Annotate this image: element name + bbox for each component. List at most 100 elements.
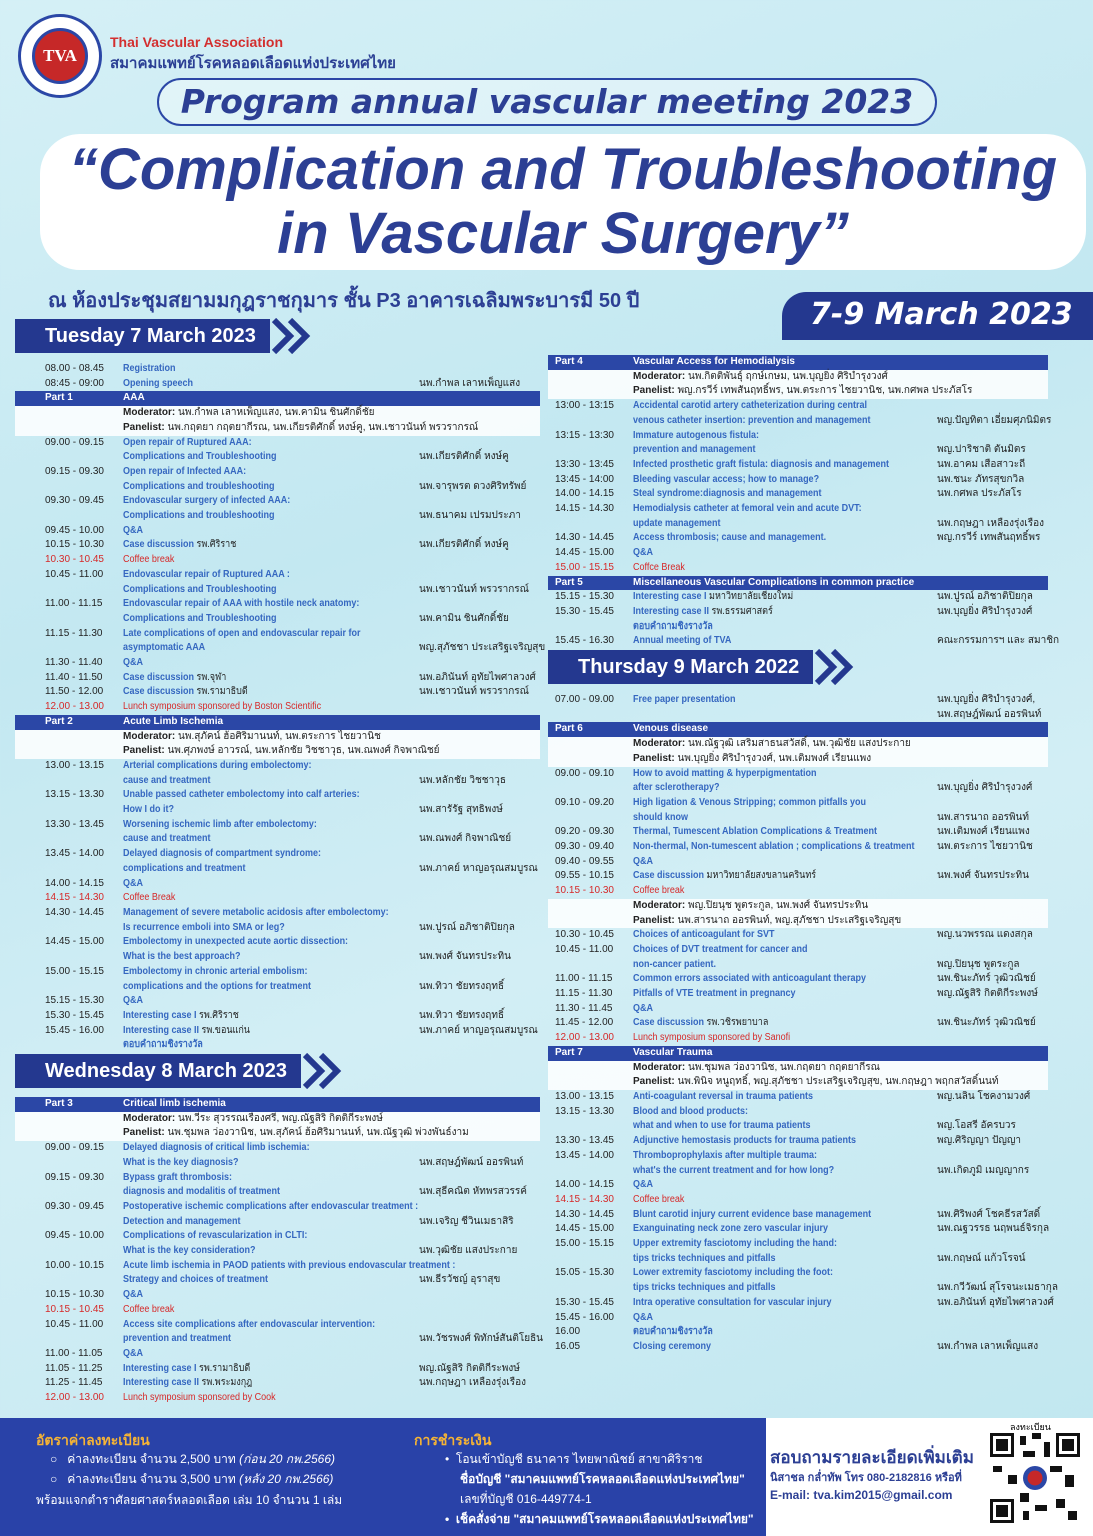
session-title-line: Open repair of Infected AAA: xyxy=(123,465,247,477)
session-title: Interesting case II รพ.ขอนแก่น xyxy=(123,1024,415,1039)
session-title: Upper extremity fasciotomy including the… xyxy=(633,1237,933,1266)
moderator-names: นพ.กิตติพันธุ์ ฤกษ์เกษม, นพ.บุญยิ่ง ศิริ… xyxy=(688,370,888,382)
double-chevron-icon xyxy=(815,649,854,686)
schedule-row: 09.30 - 09.45 Endovascular surgery of inf… xyxy=(15,494,540,523)
session-time: 09.55 - 10.15 xyxy=(555,870,614,882)
session-time: 15.30 - 15.45 xyxy=(45,1009,104,1021)
speaker: นพ.ณฐวรรธ นฤพนธ์จิรกุล xyxy=(937,1223,1050,1235)
session-title-text: Case discussion xyxy=(123,686,195,698)
session-title-line: cause and treatment xyxy=(123,774,211,786)
session-title-line: Interesting case II รพ.พระมงกุฎ xyxy=(123,1376,386,1391)
speaker: นพ.พงศ์ จันทรประทิน xyxy=(937,870,1029,882)
speaker: นพ.สารนาถ ออรพินท์ xyxy=(937,811,1029,823)
session-title-line: update management xyxy=(633,517,721,529)
speaker: นพ.สุธีคณิต หัทพรสวรรค์ xyxy=(419,1186,527,1198)
session-title: Interesting case I มหาวิทยาลัยเชียงใหม่ xyxy=(633,590,933,605)
session-title: Interesting case I รพ.ศิริราช xyxy=(123,1009,415,1024)
speaker: พญ.ปิยนุช พูตระกูล xyxy=(937,958,1020,970)
session-title-line: Open repair of Ruptured AAA: xyxy=(123,436,252,448)
session-time: 10.30 - 10.45 xyxy=(555,929,614,941)
fee-gift: พร้อมแจกตำราศัลยศาสตร์หลอดเลือด เล่ม 10 … xyxy=(36,1493,343,1507)
session-time: 09.00 - 09.15 xyxy=(45,436,104,448)
double-chevron-icon xyxy=(302,1053,342,1090)
session-title-line: Interesting case I มหาวิทยาลัยเชียงใหม่ xyxy=(633,590,903,605)
session-title-line: Complications and troubleshooting xyxy=(123,510,275,522)
session-title: Exanguinating neck zone zero vascular in… xyxy=(633,1222,933,1237)
session-title-line: Case discussion รพ.จุฬา xyxy=(123,671,386,686)
panelist-label: Panelist: xyxy=(633,914,675,926)
session-time: 09.45 - 10.00 xyxy=(45,1230,104,1242)
session-title: Endovascular repair of AAA with hostile … xyxy=(123,597,415,626)
session-title-line: Detection and management xyxy=(123,1215,241,1227)
session-title-line: Complications and Troubleshooting xyxy=(123,583,277,595)
schedule-row: 15.00 - 15.15 Coffce Break xyxy=(548,561,1048,576)
session-title-line: Q&A xyxy=(123,877,144,889)
panelist-label: Panelist: xyxy=(123,1127,165,1139)
venue: ณ ห้องประชุมสยามมกุฎราชกุมาร ชั้น P3 อาค… xyxy=(48,290,640,312)
session-time: 10.45 - 11.00 xyxy=(45,568,104,580)
session-time: 14.00 - 14.15 xyxy=(555,1179,614,1191)
speaker: นพ.กศพล ประภัสโร xyxy=(937,488,1022,500)
title-line-1: “Complication and Troubleshooting xyxy=(68,137,1058,202)
speaker: นพ.บุญยิ่ง ศิริบำรุงวงศ์ xyxy=(937,782,1033,794)
session-title-line: Hemodialysis catheter at femoral vein an… xyxy=(633,503,862,515)
moderator-label: Moderator: xyxy=(123,407,176,419)
moderator-names: นพ.กำพล เลาหเพ็ญแสง, นพ.คามิน ชินศักดิ์ช… xyxy=(178,407,375,419)
session-title: Annual meeting of TVA xyxy=(633,634,933,649)
session-title: Open repair of Infected AAA: Complication… xyxy=(123,465,415,494)
schedule-row: 15.15 - 15.30 Q&A xyxy=(15,994,540,1009)
schedule-row: 15.45 - 16.00 Q&A xyxy=(548,1311,1048,1326)
session-title-text: Case discussion xyxy=(633,870,705,882)
schedule-row: 13.00 - 13.15 Arterial complications duri… xyxy=(15,759,540,788)
schedule-row: 10.15 - 10.30 Q&A xyxy=(15,1288,540,1303)
panelist-names: พญ.กรวีร์ เทพสันฤทธิ์พร, นพ.ตระการ ไชยวา… xyxy=(677,385,973,397)
speaker: นพ.ธีรวัชญ์ อุราสุข xyxy=(419,1274,501,1286)
payment-transfer: • โอนเข้าบัญชี ธนาคาร ไทยพาณิชย์ สาขาศิร… xyxy=(445,1452,703,1466)
moderator-line: Moderator: นพ.ณัฐวุฒิ เสริมสาธนสวัสดิ์, … xyxy=(633,737,1048,752)
session-title-line: Non-thermal, Non-tumescent ablation ; co… xyxy=(633,841,915,853)
schedule-row: 10.45 - 11.00 Access site complications a… xyxy=(15,1318,543,1347)
session-time: 15.30 - 15.45 xyxy=(555,1296,614,1308)
session-title: Accidental carotid artery catheterizatio… xyxy=(633,399,933,428)
speaker: นพ.กวีวัฒน์ สุโรจนะเมธากุล xyxy=(937,1282,1058,1294)
session-title-line: Worsening ischemic limb after embolectom… xyxy=(123,818,317,830)
fee-2-text: ค่าลงทะเบียน จำนวน 3,500 บาท xyxy=(67,1472,236,1486)
speaker: นพ.จารุพรต ดวงศิริทรัพย์ xyxy=(419,480,527,492)
session-title-line: Annual meeting of TVA xyxy=(633,635,732,647)
session-venue: มหาวิทยาลัยสงขลานครินทร์ xyxy=(706,870,817,882)
session-title-line: Infected prosthetic graft fistula: diagn… xyxy=(633,458,890,470)
schedule-row: 11.40 - 11.50 Case discussion รพ.จุฬา นพ.อ… xyxy=(15,671,540,686)
session-title: Endovascular repair of Ruptured AAA : Com… xyxy=(123,568,415,597)
schedule-row: 11.00 - 11.15 Common errors associated wi… xyxy=(548,972,1048,987)
session-title: Case discussion รพ.วชิรพยาบาล xyxy=(633,1016,933,1031)
part-title: AAA xyxy=(123,392,145,404)
session-time: 14.45 - 15.00 xyxy=(555,547,614,559)
session-title-line: Q&A xyxy=(123,524,144,536)
day-label: Thursday 9 March 2022 xyxy=(548,650,814,685)
session-title-text: Interesting case I xyxy=(123,1009,197,1021)
schedule-row: 11.00 - 11.15 Endovascular repair of AAA … xyxy=(15,597,540,626)
session-title-line: Case discussion รพ.รามาธิบดี xyxy=(123,685,386,700)
session-title: Q&A xyxy=(633,546,933,561)
session-time: 09.10 - 09.20 xyxy=(555,796,614,808)
part-header: Part 3 Critical limb ischemia xyxy=(15,1097,540,1112)
panelist-line: Panelist: พญ.กรวีร์ เทพสันฤทธิ์พร, นพ.ตร… xyxy=(633,384,1048,399)
qr-code-icon[interactable] xyxy=(990,1432,1080,1524)
session-title-line: Case discussion มหาวิทยาลัยสงขลานครินทร์ xyxy=(633,869,903,884)
session-venue: รพ.ศิริราช xyxy=(199,1009,239,1021)
circle-bullet-icon: ○ xyxy=(50,1472,68,1486)
schedule-row: 15.15 - 15.30 Interesting case I มหาวิทยา… xyxy=(548,590,1048,605)
schedule-row: 10.15 - 10.45 Coffee break xyxy=(15,1303,540,1318)
speaker-line: นพ.บุญยิ่ง ศิริบำรุงวงศ์, xyxy=(937,694,1036,706)
contact-email[interactable]: E-mail: tva.kim2015@gmail.com xyxy=(770,1488,953,1502)
session-title: Q&A xyxy=(633,1311,933,1326)
schedule-left-column: Tuesday 7 March 2023 08.00 - 08.45 Registr… xyxy=(15,318,545,1406)
schedule-right-column: Part 4 Vascular Access for Hemodialysis Mo… xyxy=(548,355,1059,1355)
payment-transfer-text: โอนเข้าบัญชี ธนาคาร ไทยพาณิชย์ สาขาศิริร… xyxy=(455,1452,703,1466)
fee-1-note: (ก่อน 20 กพ.2566) xyxy=(239,1452,335,1466)
session-title: Case discussion มหาวิทยาลัยสงขลานครินทร์ xyxy=(633,869,933,884)
session-title-line: Endovascular repair of Ruptured AAA : xyxy=(123,568,290,580)
session-title-text: Interesting case II xyxy=(123,1024,200,1036)
moderator-panel: Moderator: นพ.ณัฐวุฒิ เสริมสาธนสวัสดิ์, … xyxy=(548,737,1048,767)
session-title-line: Free paper presentation xyxy=(633,694,736,706)
